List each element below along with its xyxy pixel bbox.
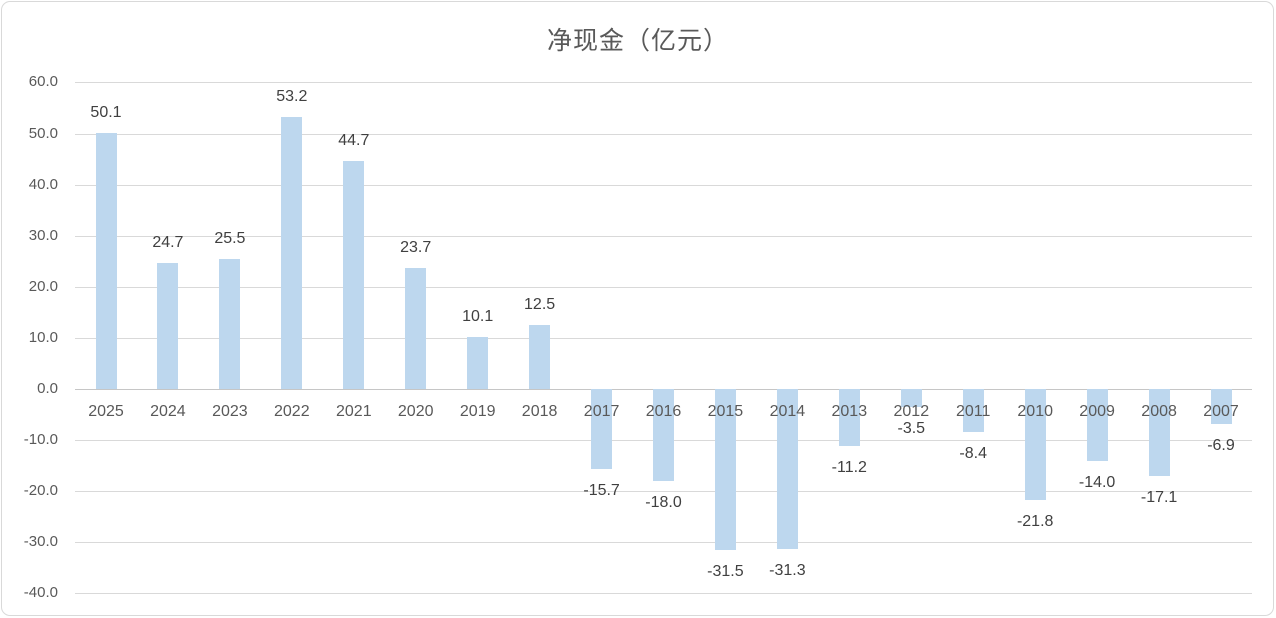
bar-value-label: -31.3	[769, 561, 806, 579]
bar	[219, 258, 241, 389]
y-axis-tick-label: -40.0	[23, 584, 58, 602]
x-axis-year-label: 2013	[831, 403, 868, 420]
bar	[405, 267, 427, 389]
bar-value-label: -15.7	[583, 482, 620, 500]
bar	[900, 389, 922, 407]
bar	[1210, 389, 1232, 425]
bar-value-label: -18.0	[645, 494, 682, 511]
gridline	[75, 491, 1252, 493]
bar-value-label: -8.4	[959, 444, 987, 462]
x-axis-year-label: 2016	[645, 403, 682, 420]
bar	[591, 389, 613, 470]
bar-value-label: -17.1	[1140, 489, 1178, 507]
y-axis-tick-label: 0.0	[37, 380, 58, 397]
bar-value-label: 53.2	[276, 88, 308, 106]
x-axis-year-label: 2023	[212, 403, 248, 420]
x-axis-year-label: 2021	[336, 403, 372, 420]
gridline	[75, 235, 1252, 237]
x-axis-year-label: 2020	[397, 403, 434, 420]
bar	[95, 133, 117, 389]
bar	[962, 389, 984, 432]
x-axis-year-label: 2017	[583, 403, 620, 420]
gridline	[75, 542, 1252, 544]
bar-value-label: -3.5	[897, 419, 926, 437]
bar	[776, 389, 798, 549]
bar	[1148, 389, 1170, 477]
gridline	[75, 184, 1252, 186]
bar-value-label: 25.5	[214, 229, 246, 247]
y-axis-tick-label: 20.0	[28, 277, 58, 295]
bar-value-label: 23.7	[400, 238, 432, 256]
bar-value-label: -11.2	[831, 459, 867, 477]
bar	[653, 389, 674, 481]
y-axis-tick-label: -10.0	[23, 431, 58, 449]
bar-value-label: -31.5	[707, 563, 744, 580]
chart-title: 净现金（亿元）	[546, 27, 729, 55]
bar-value-label: -14.0	[1078, 473, 1116, 491]
y-axis-tick-label: 40.0	[28, 175, 58, 193]
bar	[467, 337, 489, 389]
x-axis-year-label: 2012	[893, 403, 930, 420]
x-axis-year-label: 2007	[1203, 403, 1239, 420]
gridline	[75, 286, 1252, 288]
bar-value-label: 12.5	[524, 296, 556, 314]
gridline	[75, 593, 1252, 595]
bar-value-label: -6.9	[1207, 437, 1235, 455]
bar-value-label: 10.1	[462, 308, 494, 326]
bar	[529, 325, 551, 389]
x-axis-year-label: 2009	[1079, 403, 1115, 420]
x-axis-year-label: 2008	[1141, 403, 1177, 420]
x-axis-year-label: 2010	[1017, 403, 1053, 420]
x-axis-year-label: 2014	[769, 403, 806, 420]
y-axis-tick-label: -20.0	[23, 482, 58, 500]
bar-value-label: 44.7	[338, 131, 370, 149]
bar	[1024, 389, 1046, 501]
x-axis-year-label: 2011	[955, 403, 991, 420]
bar	[281, 117, 303, 389]
gridline	[75, 133, 1252, 135]
gridline	[75, 337, 1252, 339]
x-axis-year-label: 2025	[88, 403, 124, 420]
bar	[1086, 389, 1108, 461]
bar-value-label: 50.1	[90, 104, 122, 121]
bar	[714, 389, 736, 550]
bar-value-label: 24.7	[152, 233, 184, 251]
gridline	[75, 82, 1252, 84]
bar-value-label: -21.8	[1016, 513, 1054, 531]
bar	[343, 160, 365, 389]
x-axis-year-label: 2019	[459, 403, 496, 420]
bar	[838, 389, 860, 447]
y-axis-tick-label: 60.0	[28, 73, 58, 91]
x-axis-year-label: 2018	[521, 403, 558, 420]
x-axis-year-label: 2022	[274, 403, 310, 420]
x-axis-year-label: 2015	[707, 403, 744, 420]
y-axis-tick-label: -30.0	[23, 533, 58, 551]
y-axis-tick-label: 10.0	[28, 328, 58, 346]
y-axis-tick-label: 50.0	[28, 124, 58, 142]
bar	[157, 262, 179, 389]
y-axis-tick-label: 30.0	[28, 226, 58, 244]
x-axis-year-label: 2024	[150, 403, 186, 420]
